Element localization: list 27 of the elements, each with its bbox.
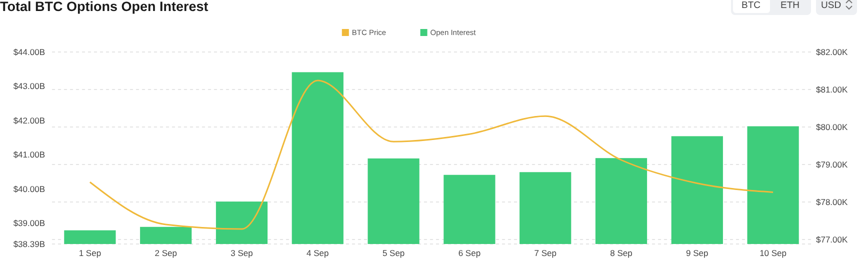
y2-tick-label: $78.00K bbox=[816, 196, 848, 207]
y2-tick-label: $80.00K bbox=[816, 122, 848, 132]
y-tick-label: $39.00B bbox=[13, 218, 46, 228]
x-tick-label: 5 Sep bbox=[382, 248, 405, 258]
y2-tick-label: $82.00K bbox=[816, 46, 848, 57]
y2-tick-label: $79.00K bbox=[816, 159, 848, 170]
chart-title: Total BTC Options Open Interest bbox=[0, 0, 209, 14]
y2-tick-label: $81.00K bbox=[816, 84, 848, 94]
y-tick-label: $41.00B bbox=[13, 150, 46, 160]
x-tick-label: 3 Sep bbox=[230, 248, 254, 258]
x-tick-label: 8 Sep bbox=[610, 248, 633, 258]
y2-tick-label: $77.00K bbox=[816, 234, 848, 244]
currency-toggle: BTC ETH bbox=[731, 0, 811, 15]
x-tick-label: 2 Sep bbox=[154, 248, 178, 258]
y-tick-label: $40.00B bbox=[13, 184, 46, 194]
x-tick-label: 4 Sep bbox=[306, 248, 330, 258]
x-tick-label: 7 Sep bbox=[534, 248, 557, 258]
x-tick-label: 6 Sep bbox=[458, 248, 481, 258]
y-tick-label: $43.00B bbox=[13, 81, 46, 92]
y-tick-label: $42.00B bbox=[13, 115, 46, 126]
x-tick-label: 9 Sep bbox=[686, 248, 709, 258]
unit-selector: USD bbox=[816, 0, 857, 15]
line-series bbox=[89, 80, 774, 230]
y-tick-label: $44.00B bbox=[13, 46, 46, 57]
y-tick-label: $38.39B bbox=[13, 238, 46, 249]
x-tick-label: 1 Sep bbox=[78, 248, 102, 258]
x-tick-label: 10 Sep bbox=[760, 248, 787, 258]
